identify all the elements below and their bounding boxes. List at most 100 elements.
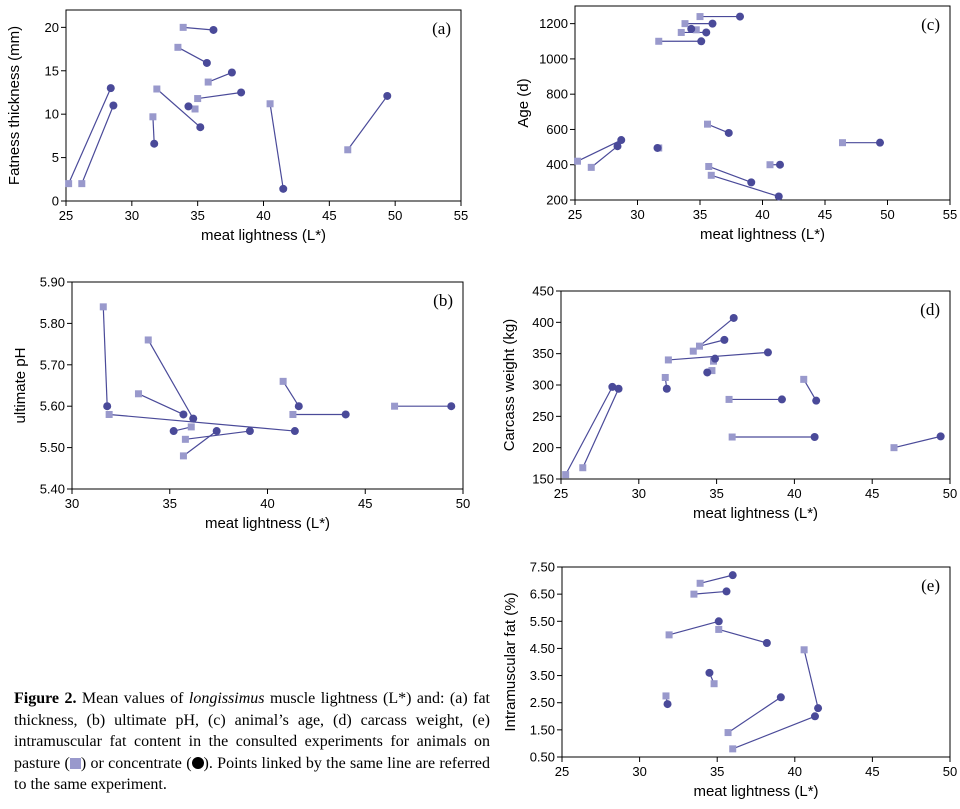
y-tick-label-d: 300 (532, 378, 554, 393)
pasture-point-a (194, 95, 202, 103)
concentrate-point-e (728, 571, 737, 580)
x-tick-label-e: 40 (788, 764, 802, 779)
link-line-e (668, 620, 719, 636)
y-tick-label-e: 5.50 (530, 614, 555, 629)
concentrate-point-a (150, 139, 159, 148)
concentrate-point-c (613, 142, 622, 151)
x-tick-label-a: 55 (454, 208, 468, 223)
concentrate-point-c (617, 136, 626, 145)
link-line-e (693, 590, 727, 595)
caption-text-2: muscle lightness (L*) and: (a) fat thick… (14, 690, 491, 772)
concentrate-point-c (774, 192, 783, 201)
concentrate-point-b (290, 427, 299, 436)
link-line-d (699, 339, 725, 347)
x-axis-label-a: meat lightness (L*) (201, 227, 326, 244)
pasture-point-b (289, 410, 297, 418)
concentrate-point-d (662, 384, 671, 393)
y-tick-label-a: 10 (45, 107, 59, 122)
concentrate-point-a (109, 101, 118, 110)
y-tick-label-c: 400 (546, 157, 568, 172)
pasture-point-c (766, 161, 774, 169)
x-tick-label-d: 45 (865, 486, 879, 501)
pasture-point-a (266, 100, 274, 108)
concentrate-dot-icon (191, 756, 204, 769)
pasture-point-b (181, 435, 189, 443)
concentrate-point-a (383, 91, 392, 100)
pasture-point-a (174, 43, 182, 51)
pasture-point-c (692, 26, 700, 34)
link-line-e (699, 574, 733, 584)
concentrate-point-e (810, 712, 819, 721)
concentrate-point-e (714, 617, 723, 626)
x-axis-label-d: meat lightness (L*) (693, 505, 818, 522)
link-line-e (732, 715, 816, 750)
y-tick-label-a: 15 (45, 63, 59, 78)
x-tick-label-c: 50 (880, 207, 894, 222)
pasture-point-d (661, 373, 669, 381)
y-tick-label-b: 5.40 (40, 482, 65, 497)
concentrate-point-e (705, 668, 714, 677)
caption-text-4: ). Points linked by the same line are re… (14, 754, 490, 794)
pasture-point-d (689, 347, 697, 355)
pasture-point-b (134, 390, 142, 398)
link-line-b (185, 430, 250, 440)
pasture-point-d (728, 433, 736, 441)
concentrate-point-b (212, 427, 221, 436)
concentrate-point-d (810, 433, 819, 442)
link-line-a (152, 116, 155, 144)
pasture-point-e (729, 745, 737, 753)
concentrate-point-a (196, 123, 205, 132)
pasture-point-a (179, 23, 187, 31)
pasture-point-a (153, 85, 161, 93)
x-tick-label-b: 30 (65, 496, 79, 511)
pasture-point-e (696, 579, 704, 587)
link-line-a (177, 46, 208, 64)
pasture-point-c (839, 139, 846, 147)
pasture-point-e (715, 625, 723, 633)
concentrate-point-c (653, 143, 662, 152)
link-line-e (803, 649, 819, 709)
concentrate-point-d (812, 396, 821, 405)
concentrate-point-e (762, 639, 771, 647)
y-tick-label-d: 250 (532, 409, 554, 424)
concentrate-point-d (711, 354, 720, 363)
concentrate-point-b (179, 410, 188, 419)
link-line-d (893, 435, 941, 449)
x-axis-label-c: meat lightness (L*) (700, 226, 825, 243)
x-tick-label-b: 35 (163, 496, 177, 511)
y-tick-label-b: 5.60 (40, 399, 65, 414)
y-tick-label-d: 150 (532, 472, 554, 487)
link-line-a (183, 26, 214, 31)
x-axis-label-e: meat lightness (L*) (693, 783, 818, 800)
x-tick-label-d: 40 (787, 486, 801, 501)
pasture-point-e (690, 590, 698, 598)
concentrate-point-b (189, 414, 198, 423)
pasture-point-d (708, 367, 716, 375)
concentrate-point-b (341, 410, 350, 419)
pasture-point-c (707, 171, 715, 179)
link-line-a (81, 105, 114, 184)
link-line-c (590, 145, 618, 168)
pasture-point-e (662, 692, 670, 700)
x-tick-label-b: 40 (260, 496, 274, 511)
y-tick-label-d: 350 (532, 346, 554, 361)
link-line-a (156, 88, 201, 128)
y-tick-label-e: 0.50 (530, 750, 555, 765)
link-line-b (282, 381, 300, 407)
concentrate-point-e (814, 704, 823, 713)
caption-text-3: ) or concentrate ( (80, 754, 192, 772)
x-tick-label-e: 35 (710, 764, 724, 779)
concentrate-point-c (702, 28, 711, 37)
pasture-point-d (890, 444, 898, 452)
pasture-point-a (78, 180, 86, 188)
x-tick-label-c: 45 (818, 207, 832, 222)
link-line-d (565, 386, 613, 475)
pasture-point-d (664, 356, 672, 364)
y-tick-label-c: 200 (546, 193, 568, 208)
pasture-point-a (204, 78, 212, 86)
pasture-point-e (724, 729, 732, 737)
y-axis-label-e: Intramuscular fat (%) (502, 592, 519, 731)
